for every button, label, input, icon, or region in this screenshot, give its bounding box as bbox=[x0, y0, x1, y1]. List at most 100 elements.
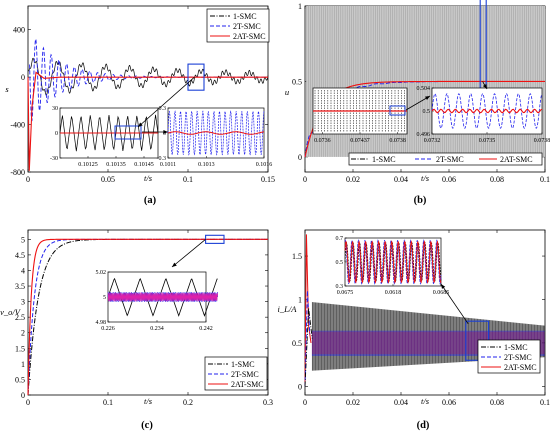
panel-a: -800 -400 0 400 0 0.05 0.1 0.15 1-SMC2T-SMC2AT-S… bbox=[5, 5, 275, 206]
panel-d: 0 0.5 1 1.5 0 0.02 0.04 0.06 0.08 0.1 0.0675 0.0618… bbox=[278, 229, 550, 431]
series-2at-smc-line bbox=[27, 238, 268, 396]
inset-x-tick-label: 0.0738 bbox=[534, 138, 550, 144]
x-axis-label: t/s bbox=[421, 396, 430, 406]
inset2-series-2t-smc-line bbox=[167, 110, 265, 156]
inset-x-tick-label: 0.0735 bbox=[479, 138, 496, 144]
zoom-arrowhead bbox=[138, 122, 143, 127]
inset-y-tick-label: 0 bbox=[163, 131, 166, 137]
y-tick-label: 1 bbox=[21, 360, 25, 369]
inset-y-tick-label: 4.98 bbox=[96, 320, 107, 326]
y-tick-label: 1 bbox=[298, 295, 302, 304]
inset1-zoom-box bbox=[389, 105, 406, 116]
x-axis-label: t/s bbox=[421, 173, 430, 183]
inset-y-tick-label: -0.3 bbox=[157, 156, 167, 162]
x-tick-label: 0.02 bbox=[346, 175, 360, 184]
inset1-series-2t-smc-line bbox=[344, 239, 442, 285]
inset-x-tick-label: 0.0618 bbox=[385, 290, 402, 296]
y-tick-label: 400 bbox=[13, 26, 25, 35]
inset1-zoom-box bbox=[114, 125, 142, 140]
y-axis-label: v_o/V bbox=[0, 307, 22, 317]
y-axis-label: s bbox=[5, 84, 9, 94]
zoom-arrow bbox=[171, 239, 206, 268]
legend-label-1: 1-SMC bbox=[504, 343, 528, 352]
inset-y-tick-label: 5 bbox=[103, 295, 106, 301]
zoom-box bbox=[187, 63, 205, 91]
y-tick-label: 1.5 bbox=[15, 344, 25, 353]
x-tick-label: 0.02 bbox=[346, 398, 360, 407]
zoom-arrow bbox=[440, 283, 469, 325]
y-tick-label: -800 bbox=[10, 168, 25, 177]
zoom-arrowhead bbox=[163, 130, 168, 134]
inset-x-tick-label: 0.07437 bbox=[350, 138, 370, 144]
inset-x-tick-label: 0.242 bbox=[199, 326, 213, 332]
x-tick-label: 0.08 bbox=[490, 175, 504, 184]
legend-box bbox=[348, 152, 543, 166]
inset-y-tick-label: 0.7 bbox=[336, 236, 344, 242]
x-tick-label: 0.3 bbox=[263, 398, 273, 407]
x-tick-label: 0.04 bbox=[394, 175, 408, 184]
y-tick-label: 0 bbox=[21, 73, 25, 82]
y-tick-label: 0 bbox=[21, 391, 25, 400]
x-tick-label: 0 bbox=[303, 175, 307, 184]
series-1-smc-line bbox=[28, 57, 269, 96]
inset-x-tick-label: 0.0732 bbox=[424, 138, 441, 144]
inset-x-tick-label: 0.10145 bbox=[134, 162, 154, 168]
inset-x-tick-label: 0.1013 bbox=[198, 162, 215, 168]
inset-y-tick-label: 0.504 bbox=[417, 86, 431, 92]
y-tick-label: 1 bbox=[298, 2, 302, 11]
x-axis-label: t/s bbox=[144, 173, 153, 183]
x-tick-label: 0.1 bbox=[103, 398, 113, 407]
x-tick-label: 0.06 bbox=[442, 175, 456, 184]
zoom-box bbox=[205, 234, 225, 244]
y-tick-label: 2.5 bbox=[15, 313, 25, 322]
x-tick-label: 0 bbox=[26, 175, 30, 184]
inset1-series-2at-smc-line bbox=[107, 292, 218, 302]
legend-label-2: 2T-SMC bbox=[436, 155, 464, 164]
legend-label-1: 1-SMC bbox=[231, 360, 255, 369]
y-tick-label: 4 bbox=[21, 266, 25, 275]
inset-y-tick-label: 0.5 bbox=[423, 109, 431, 115]
legend-label-3: 2AT-SMC bbox=[233, 32, 266, 41]
inset-y-tick-label: 0.5 bbox=[336, 260, 344, 266]
x-tick-label: 0 bbox=[303, 398, 307, 407]
y-tick-label: 3.5 bbox=[15, 282, 25, 291]
y-tick-label: 5 bbox=[21, 235, 25, 244]
legend-label-3: 2AT-SMC bbox=[500, 155, 533, 164]
x-tick-label: 0.15 bbox=[261, 175, 275, 184]
panel-caption: (a) bbox=[144, 195, 157, 206]
inset-y-tick-label: 5.02 bbox=[96, 270, 107, 276]
panel-caption: (c) bbox=[141, 420, 153, 431]
y-tick-label: 2 bbox=[21, 329, 25, 338]
x-tick-label: 0.04 bbox=[394, 398, 408, 407]
inset-y-tick-label: 0.3 bbox=[336, 284, 344, 290]
zoom-arrowhead bbox=[482, 84, 487, 89]
x-tick-label: 0 bbox=[26, 398, 30, 407]
x-tick-label: 0.1 bbox=[540, 175, 550, 184]
x-tick-label: 0.05 bbox=[101, 175, 115, 184]
y-tick-label: 0 bbox=[298, 382, 302, 391]
y-tick-label: 0.5 bbox=[292, 339, 302, 348]
y-tick-label: -400 bbox=[10, 121, 25, 130]
inset-x-tick-label: 0.0685 bbox=[433, 290, 450, 296]
inset-x-tick-label: 0.1016 bbox=[256, 162, 273, 168]
inset-x-tick-label: 0.0675 bbox=[337, 290, 354, 296]
legend-label-1: 1-SMC bbox=[372, 155, 396, 164]
zoom-arrow bbox=[405, 95, 431, 111]
zoom-arrowhead bbox=[425, 96, 430, 101]
inset-y-tick-label: 0 bbox=[55, 131, 58, 137]
zoom-arrow bbox=[137, 76, 195, 128]
zoom-arrowhead bbox=[441, 284, 446, 289]
x-tick-label: 0.06 bbox=[442, 398, 456, 407]
inset-y-tick-label: 30 bbox=[52, 106, 58, 112]
legend-label-3: 2AT-SMC bbox=[504, 363, 537, 372]
legend-label-3: 2AT-SMC bbox=[231, 380, 264, 389]
legend-label-2: 2T-SMC bbox=[231, 370, 259, 379]
inset-x-tick-label: 0.1011 bbox=[160, 162, 176, 168]
inset-x-tick-label: 0.0736 bbox=[314, 138, 331, 144]
legend-label-2: 2T-SMC bbox=[233, 22, 261, 31]
inset-y-tick-label: 0.496 bbox=[417, 132, 431, 138]
y-tick-label: 3 bbox=[21, 298, 25, 307]
inset2-series-2at-smc-line bbox=[167, 131, 265, 135]
inset2-series-2at-smc-line bbox=[431, 108, 543, 114]
